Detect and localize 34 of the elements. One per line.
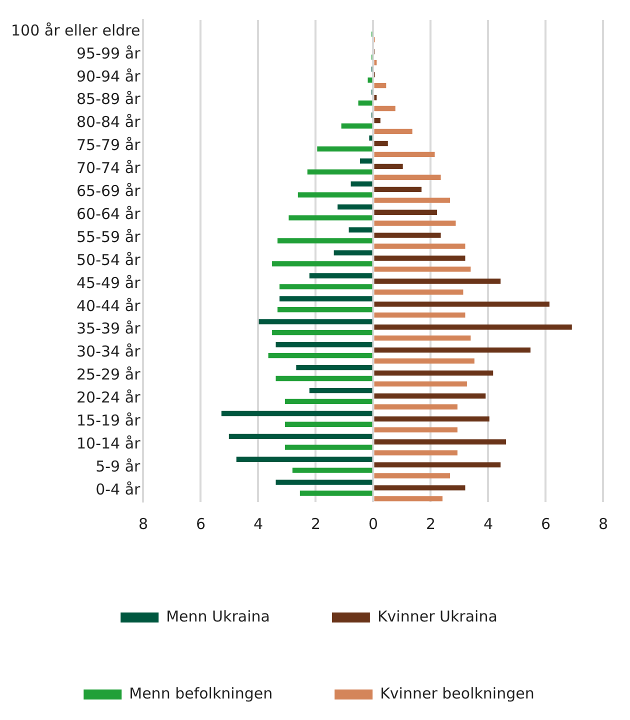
y-tick-label: 35-39 år [76, 320, 142, 338]
y-tick-label: 100 år eller eldre [10, 21, 140, 40]
y-tick-label: 10-14 år [76, 434, 142, 453]
y-tick-label: 55-59 år [76, 228, 142, 246]
y-tick-label: 20-24 år [76, 388, 142, 407]
y-tick-label: 75-79 år [76, 136, 142, 154]
legend-label: Kvinner beolkningen [380, 684, 534, 702]
y-tick-label: 15-19 år [76, 412, 142, 430]
x-tick-label: 4 [483, 514, 494, 533]
x-tick-label: 8 [138, 514, 148, 533]
y-tick-label: 45-49 år [76, 274, 142, 292]
y-tick-label: 50-54 år [76, 250, 142, 269]
y-tick-label: 30-34 år [76, 342, 142, 361]
x-tick-label: 0 [368, 514, 378, 533]
y-tick-label: 95-99 år [76, 44, 142, 62]
y-tick-label: 65-69 år [76, 182, 142, 200]
x-tick-label: 6 [540, 514, 551, 533]
y-tick-label: 80-84 år [76, 113, 142, 132]
y-tick-label: 85-89 år [76, 90, 142, 108]
x-tick-label: 6 [196, 514, 206, 533]
y-tick-label: 25-29 år [76, 366, 142, 384]
x-tick-label: 8 [598, 514, 608, 533]
legend-label: Menn Ukraina [166, 607, 270, 626]
y-tick-label: 90-94 år [76, 67, 142, 86]
y-tick-label: 60-64 år [76, 204, 142, 223]
y-tick-label: 70-74 år [76, 159, 142, 178]
legend-label: Menn befolkningen [129, 684, 273, 702]
x-tick-label: 2 [310, 514, 321, 533]
x-tick-label: 2 [426, 514, 436, 533]
legend-label: Kvinner Ukraina [377, 607, 498, 626]
x-tick-label: 4 [253, 514, 264, 533]
y-tick-label: 5-9 år [96, 457, 142, 476]
y-tick-label: 0-4 år [96, 480, 142, 498]
y-tick-label: 40-44 år [76, 296, 142, 315]
